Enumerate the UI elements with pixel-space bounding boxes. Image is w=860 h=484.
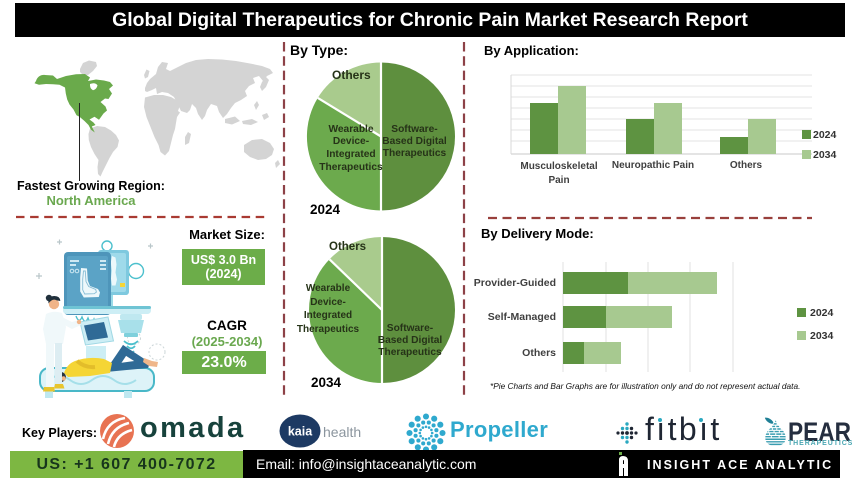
svg-text:kaia: kaia (288, 425, 313, 439)
